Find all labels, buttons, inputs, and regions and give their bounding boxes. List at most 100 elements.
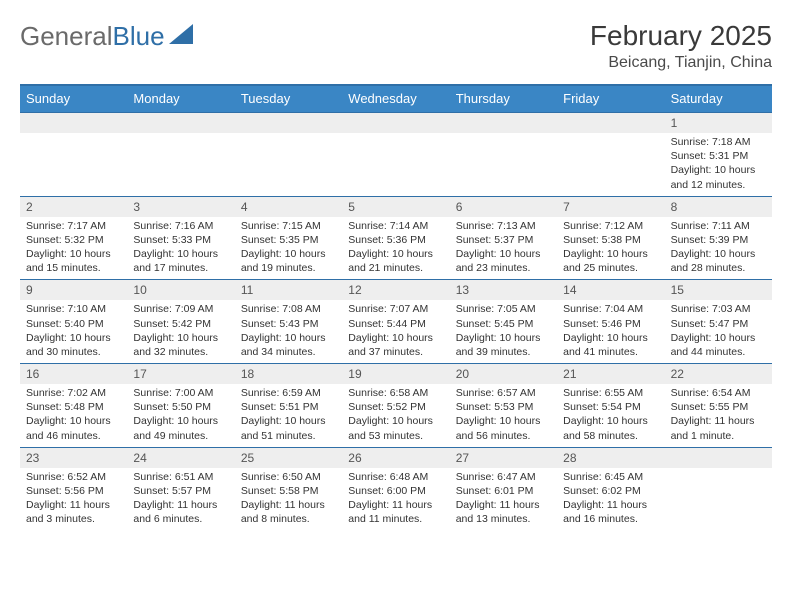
calendar-day-cell: 16Sunrise: 7:02 AMSunset: 5:48 PMDayligh… (20, 364, 127, 447)
day-number: 27 (450, 448, 557, 468)
day-number (235, 113, 342, 133)
calendar-day-cell: 3Sunrise: 7:16 AMSunset: 5:33 PMDaylight… (127, 197, 234, 280)
day-number: 4 (235, 197, 342, 217)
day-details: Sunrise: 6:54 AMSunset: 5:55 PMDaylight:… (665, 384, 772, 447)
brand-name-b: Blue (113, 21, 165, 52)
calendar-day-cell: 6Sunrise: 7:13 AMSunset: 5:37 PMDaylight… (450, 197, 557, 280)
calendar-day-cell: 9Sunrise: 7:10 AMSunset: 5:40 PMDaylight… (20, 280, 127, 363)
day-number: 17 (127, 364, 234, 384)
calendar-day-cell: 11Sunrise: 7:08 AMSunset: 5:43 PMDayligh… (235, 280, 342, 363)
calendar-day-cell: 7Sunrise: 7:12 AMSunset: 5:38 PMDaylight… (557, 197, 664, 280)
day-details (127, 133, 234, 193)
day-details: Sunrise: 7:18 AMSunset: 5:31 PMDaylight:… (665, 133, 772, 196)
calendar-day-cell: 27Sunrise: 6:47 AMSunset: 6:01 PMDayligh… (450, 448, 557, 531)
day-details: Sunrise: 6:45 AMSunset: 6:02 PMDaylight:… (557, 468, 664, 531)
calendar-day-cell: 5Sunrise: 7:14 AMSunset: 5:36 PMDaylight… (342, 197, 449, 280)
day-details: Sunrise: 6:52 AMSunset: 5:56 PMDaylight:… (20, 468, 127, 531)
calendar-day-cell: 13Sunrise: 7:05 AMSunset: 5:45 PMDayligh… (450, 280, 557, 363)
day-details: Sunrise: 7:05 AMSunset: 5:45 PMDaylight:… (450, 300, 557, 363)
calendar-day-cell: 18Sunrise: 6:59 AMSunset: 5:51 PMDayligh… (235, 364, 342, 447)
day-details: Sunrise: 7:17 AMSunset: 5:32 PMDaylight:… (20, 217, 127, 280)
brand-logo: GeneralBlue (20, 20, 193, 53)
day-details: Sunrise: 6:55 AMSunset: 5:54 PMDaylight:… (557, 384, 664, 447)
day-details (450, 133, 557, 193)
day-number: 12 (342, 280, 449, 300)
day-number: 23 (20, 448, 127, 468)
day-details: Sunrise: 7:12 AMSunset: 5:38 PMDaylight:… (557, 217, 664, 280)
day-details: Sunrise: 6:57 AMSunset: 5:53 PMDaylight:… (450, 384, 557, 447)
weekday-header: Tuesday (235, 86, 342, 112)
day-details: Sunrise: 7:16 AMSunset: 5:33 PMDaylight:… (127, 217, 234, 280)
calendar-day-cell: 12Sunrise: 7:07 AMSunset: 5:44 PMDayligh… (342, 280, 449, 363)
day-details: Sunrise: 7:00 AMSunset: 5:50 PMDaylight:… (127, 384, 234, 447)
calendar-week-row: 23Sunrise: 6:52 AMSunset: 5:56 PMDayligh… (20, 447, 772, 531)
calendar-day-cell: 24Sunrise: 6:51 AMSunset: 5:57 PMDayligh… (127, 448, 234, 531)
day-number: 5 (342, 197, 449, 217)
calendar-day-cell: 28Sunrise: 6:45 AMSunset: 6:02 PMDayligh… (557, 448, 664, 531)
day-number (342, 113, 449, 133)
calendar-day-cell: 17Sunrise: 7:00 AMSunset: 5:50 PMDayligh… (127, 364, 234, 447)
calendar-day-cell: 19Sunrise: 6:58 AMSunset: 5:52 PMDayligh… (342, 364, 449, 447)
day-number: 26 (342, 448, 449, 468)
day-number: 21 (557, 364, 664, 384)
location-subtitle: Beicang, Tianjin, China (590, 54, 772, 72)
day-number (127, 113, 234, 133)
title-block: February 2025 Beicang, Tianjin, China (590, 20, 772, 72)
day-details: Sunrise: 6:50 AMSunset: 5:58 PMDaylight:… (235, 468, 342, 531)
brand-name-a: General (20, 21, 113, 52)
calendar-day-cell: 1Sunrise: 7:18 AMSunset: 5:31 PMDaylight… (665, 113, 772, 196)
page-header: GeneralBlue February 2025 Beicang, Tianj… (20, 20, 772, 72)
day-details (342, 133, 449, 193)
calendar-day-cell (450, 113, 557, 196)
day-details (20, 133, 127, 193)
weekday-header: Wednesday (342, 86, 449, 112)
day-details: Sunrise: 7:07 AMSunset: 5:44 PMDaylight:… (342, 300, 449, 363)
day-number: 9 (20, 280, 127, 300)
calendar-day-cell: 25Sunrise: 6:50 AMSunset: 5:58 PMDayligh… (235, 448, 342, 531)
day-number: 1 (665, 113, 772, 133)
day-number (20, 113, 127, 133)
day-details: Sunrise: 6:51 AMSunset: 5:57 PMDaylight:… (127, 468, 234, 531)
calendar-day-cell: 14Sunrise: 7:04 AMSunset: 5:46 PMDayligh… (557, 280, 664, 363)
day-number: 18 (235, 364, 342, 384)
day-details: Sunrise: 7:09 AMSunset: 5:42 PMDaylight:… (127, 300, 234, 363)
day-details: Sunrise: 6:47 AMSunset: 6:01 PMDaylight:… (450, 468, 557, 531)
day-details (235, 133, 342, 193)
day-number: 10 (127, 280, 234, 300)
day-details: Sunrise: 7:13 AMSunset: 5:37 PMDaylight:… (450, 217, 557, 280)
calendar-week-row: 9Sunrise: 7:10 AMSunset: 5:40 PMDaylight… (20, 279, 772, 363)
calendar-day-cell (20, 113, 127, 196)
day-details: Sunrise: 7:03 AMSunset: 5:47 PMDaylight:… (665, 300, 772, 363)
day-number: 28 (557, 448, 664, 468)
day-details: Sunrise: 7:15 AMSunset: 5:35 PMDaylight:… (235, 217, 342, 280)
calendar-week-row: 1Sunrise: 7:18 AMSunset: 5:31 PMDaylight… (20, 112, 772, 196)
day-number: 19 (342, 364, 449, 384)
day-number: 11 (235, 280, 342, 300)
day-number: 8 (665, 197, 772, 217)
day-details: Sunrise: 7:04 AMSunset: 5:46 PMDaylight:… (557, 300, 664, 363)
day-details: Sunrise: 6:59 AMSunset: 5:51 PMDaylight:… (235, 384, 342, 447)
day-number: 15 (665, 280, 772, 300)
calendar-day-cell: 15Sunrise: 7:03 AMSunset: 5:47 PMDayligh… (665, 280, 772, 363)
day-number: 2 (20, 197, 127, 217)
weekday-header-row: SundayMondayTuesdayWednesdayThursdayFrid… (20, 86, 772, 112)
calendar-day-cell (127, 113, 234, 196)
calendar-day-cell: 21Sunrise: 6:55 AMSunset: 5:54 PMDayligh… (557, 364, 664, 447)
day-number: 13 (450, 280, 557, 300)
day-number: 24 (127, 448, 234, 468)
calendar-week-row: 16Sunrise: 7:02 AMSunset: 5:48 PMDayligh… (20, 363, 772, 447)
day-number: 14 (557, 280, 664, 300)
day-details: Sunrise: 7:02 AMSunset: 5:48 PMDaylight:… (20, 384, 127, 447)
day-details: Sunrise: 7:08 AMSunset: 5:43 PMDaylight:… (235, 300, 342, 363)
day-details: Sunrise: 7:14 AMSunset: 5:36 PMDaylight:… (342, 217, 449, 280)
weekday-header: Sunday (20, 86, 127, 112)
day-details: Sunrise: 6:48 AMSunset: 6:00 PMDaylight:… (342, 468, 449, 531)
calendar-day-cell: 8Sunrise: 7:11 AMSunset: 5:39 PMDaylight… (665, 197, 772, 280)
day-details (665, 468, 772, 528)
calendar-day-cell: 20Sunrise: 6:57 AMSunset: 5:53 PMDayligh… (450, 364, 557, 447)
weekday-header: Saturday (665, 86, 772, 112)
calendar-day-cell: 22Sunrise: 6:54 AMSunset: 5:55 PMDayligh… (665, 364, 772, 447)
day-number: 22 (665, 364, 772, 384)
day-number (557, 113, 664, 133)
calendar-day-cell (235, 113, 342, 196)
